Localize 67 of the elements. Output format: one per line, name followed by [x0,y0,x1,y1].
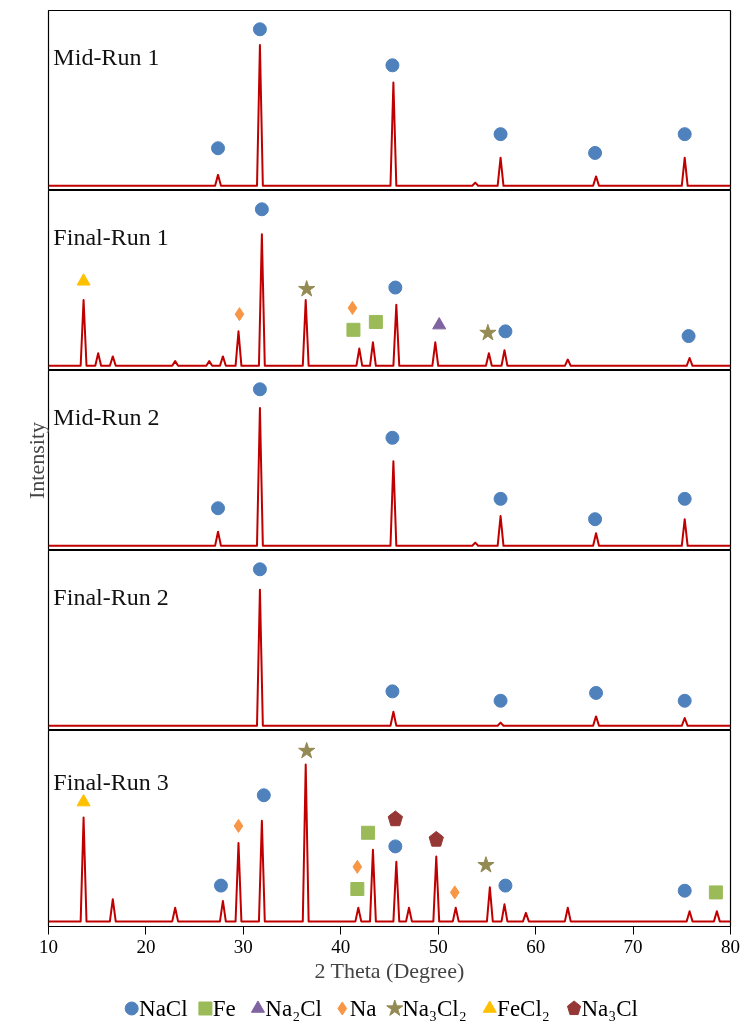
point [677,491,692,506]
point [76,273,91,286]
point [493,491,508,506]
point [298,741,316,759]
point [708,885,723,900]
point [350,882,365,896]
point [361,825,376,840]
point [211,501,226,516]
point [388,839,403,854]
point [385,430,400,445]
point [387,810,403,827]
point [385,58,400,73]
point [588,512,603,527]
legend-label: FeCl₂ [497,996,550,1021]
point [677,883,692,898]
point [428,830,444,847]
text: Final-Run 1 [53,224,169,251]
legend-label: Fe [212,996,236,1021]
point [368,314,383,329]
point [432,317,447,330]
x-tick-label: 60 [526,935,546,957]
text: Mid-Run 1 [53,44,160,71]
point [352,859,363,874]
x-axis-title: 2 Theta (Degree) [314,957,465,983]
x-tick-label: 30 [233,935,253,957]
point [298,280,316,297]
point [213,878,228,893]
x-tick-label: 40 [331,935,351,957]
legend-label: Na [349,996,377,1021]
point [256,788,271,803]
point [498,878,513,893]
point [677,693,692,708]
text: Final-Run 2 [53,584,169,611]
point [346,322,361,337]
point [252,562,267,577]
point [588,145,603,160]
point [252,382,267,397]
point [76,794,91,807]
x-tick-label: 80 [721,935,740,957]
point [254,202,269,217]
point [677,127,692,142]
text: Mid-Run 2 [53,404,160,431]
y-axis-title: Intensity [23,421,49,499]
point [477,856,495,873]
point [589,685,604,700]
x-tick-label: 70 [623,935,643,957]
x-tick-label: 50 [428,935,448,957]
point [449,885,460,900]
point [347,300,358,315]
x-tick-label: 20 [136,935,156,957]
x-tick-label: 10 [39,935,58,957]
point [234,307,245,322]
text: Final-Run 3 [53,768,169,795]
point [252,22,267,37]
point [479,323,497,341]
legend-label: Na₂Cl [265,996,322,1021]
point [388,280,403,295]
point [493,127,508,142]
point [385,684,400,699]
point [493,693,508,708]
legend-label: Na₃Cl₂ [402,996,467,1021]
point [233,818,244,833]
legend-label: Na₃Cl [581,996,639,1021]
point [211,141,226,156]
point [681,329,696,344]
legend-label: NaCl [139,996,188,1021]
point [498,324,513,339]
